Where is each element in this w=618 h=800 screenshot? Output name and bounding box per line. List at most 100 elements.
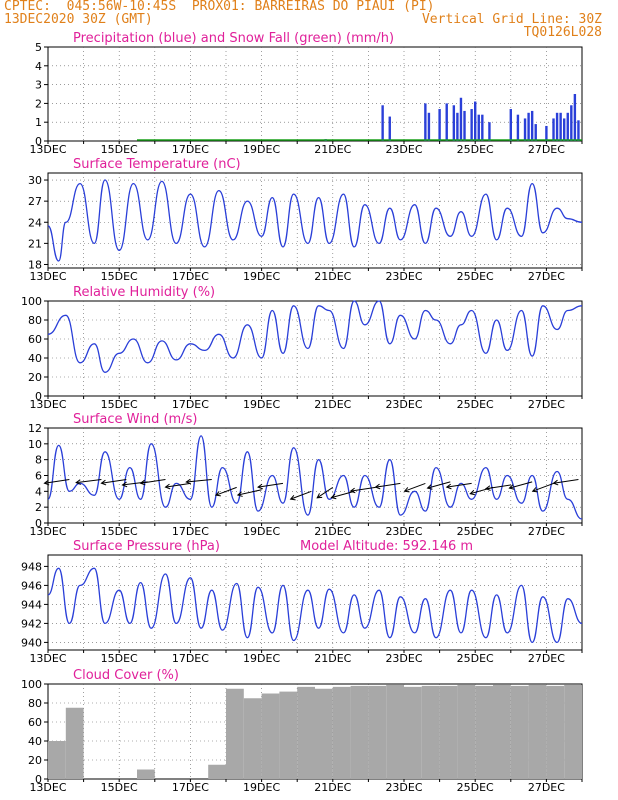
wind-vector-head [121,481,128,488]
pressure-annotation: Model Altitude: 592.146 m [300,539,473,554]
wind-vector [316,486,334,499]
wind-vector [76,478,102,484]
wind-series-line [47,435,583,520]
precipitation-bar [445,103,448,141]
precipitation-bar [530,110,534,141]
temperature-xtick-label: 23DEC [385,270,422,283]
header-date: 13DEC2020 30Z (GMT) [4,12,153,27]
wind-ytick-label: 2 [35,501,42,514]
humidity-series-line [47,300,583,373]
precipitation-xtick-label: 15DEC [101,143,138,156]
cloud-cover-bar [297,686,315,779]
cloud-cover-xtick-label: 17DEC [172,781,209,794]
wind-vector [290,490,312,500]
cloud-cover-xtick-label: 19DEC [243,781,280,794]
precipitation-xtick-label: 17DEC [172,143,209,156]
header-station: CPTEC: 045:56W-10:45S PROX01: BARREIRAS … [4,0,435,14]
precipitation-bar [527,112,530,141]
precipitation-bar [552,118,555,141]
pressure-xtick-label: 21DEC [314,652,351,665]
humidity-ytick-label: 100 [21,295,42,308]
pressure-xtick-label: 15DEC [101,652,138,665]
pressure-ytick-label: 946 [21,579,42,592]
precipitation-bar [456,112,459,141]
wind-vector-head [139,479,146,486]
precipitation-bar [381,105,384,141]
precipitation-ytick-label: 5 [35,41,42,54]
humidity-xtick-label: 17DEC [172,398,209,411]
wind-vector-head [469,489,476,496]
precipitation-bar [470,109,473,141]
precipitation-ytick-label: 0 [35,135,42,148]
temperature-title: Surface Temperature (nC) [73,157,241,172]
precipitation-frame [47,46,583,142]
wind-vector-head [330,493,337,500]
wind-ytick-label: 8 [35,454,42,467]
cloud-cover-bar [439,685,458,779]
cloud-cover-bar [243,698,262,779]
wind-vector-head [508,484,515,490]
wind-vector [375,482,401,488]
wind-vector-head [316,493,323,499]
cloud-cover-bar [493,684,511,779]
temperature-ytick-label: 27 [28,195,42,208]
precipitation-xtick-label: 25DEC [457,143,494,156]
precipitation-xtick-label: 23DEC [385,143,422,156]
cloud-cover-bar [279,691,298,779]
temperature-xtick-label: 21DEC [314,270,351,283]
wind-vector [532,482,554,492]
wind-ytick-label: 4 [35,485,42,498]
precipitation-bar [459,97,463,141]
wind-vector-head [257,483,263,490]
humidity-xtick-label: 23DEC [385,398,422,411]
precipitation-bar [388,116,391,141]
wind-vector [257,482,284,488]
precipitation-bar [570,105,573,141]
cloud-cover-bar [315,688,333,779]
cloud-cover-xtick-label: 15DEC [101,781,138,794]
wind-ytick-label: 10 [28,438,42,451]
pressure-title: Surface Pressure (hPa) [73,539,220,554]
humidity-ytick-label: 20 [28,371,42,384]
wind-vector [446,482,472,488]
cloud-cover-xtick-label: 13DEC [29,781,66,794]
pressure-ytick-label: 948 [21,560,42,573]
humidity-xtick-label: 15DEC [101,398,138,411]
pressure-xtick-label: 17DEC [172,652,209,665]
cloud-cover-ytick-label: 20 [28,754,42,767]
wind-vector [427,481,451,489]
precipitation-title: Precipitation (blue) and Snow Fall (gree… [73,31,394,46]
wind-vector [165,482,191,488]
precipitation-bar [463,110,466,141]
temperature-xtick-label: 25DEC [457,270,494,283]
humidity-frame [47,300,583,397]
temperature-frame [47,172,583,269]
humidity-xtick-label: 27DEC [528,398,565,411]
precipitation-bar [523,118,527,141]
cloud-cover-bar [386,684,404,779]
temperature-ytick-label: 18 [28,258,42,271]
precipitation-xtick-label: 13DEC [29,143,66,156]
cloud-cover-title: Cloud Cover (%) [73,668,179,683]
cloud-cover-xtick-label: 27DEC [528,781,565,794]
cloud-cover-bar [528,684,547,779]
wind-vector [331,490,355,499]
wind-ytick-label: 0 [35,517,42,530]
humidity-xtick-label: 19DEC [243,398,280,411]
precipitation-bar [545,125,548,141]
wind-vector [404,482,426,492]
cloud-cover-bar [137,769,155,779]
humidity-title: Relative Humidity (%) [73,285,215,300]
precipitation-bar [559,112,562,141]
wind-xtick-label: 25DEC [457,525,494,538]
cloud-cover-xtick-label: 25DEC [457,781,494,794]
wind-vector-head [403,487,410,493]
humidity-xtick-label: 21DEC [314,398,351,411]
precipitation-bar [474,101,477,141]
pressure-ytick-label: 944 [21,598,42,611]
precipitation-xtick-label: 27DEC [528,143,565,156]
cloud-cover-bar [226,688,244,779]
wind-vector-head [100,479,107,486]
pressure-xtick-label: 13DEC [29,652,66,665]
